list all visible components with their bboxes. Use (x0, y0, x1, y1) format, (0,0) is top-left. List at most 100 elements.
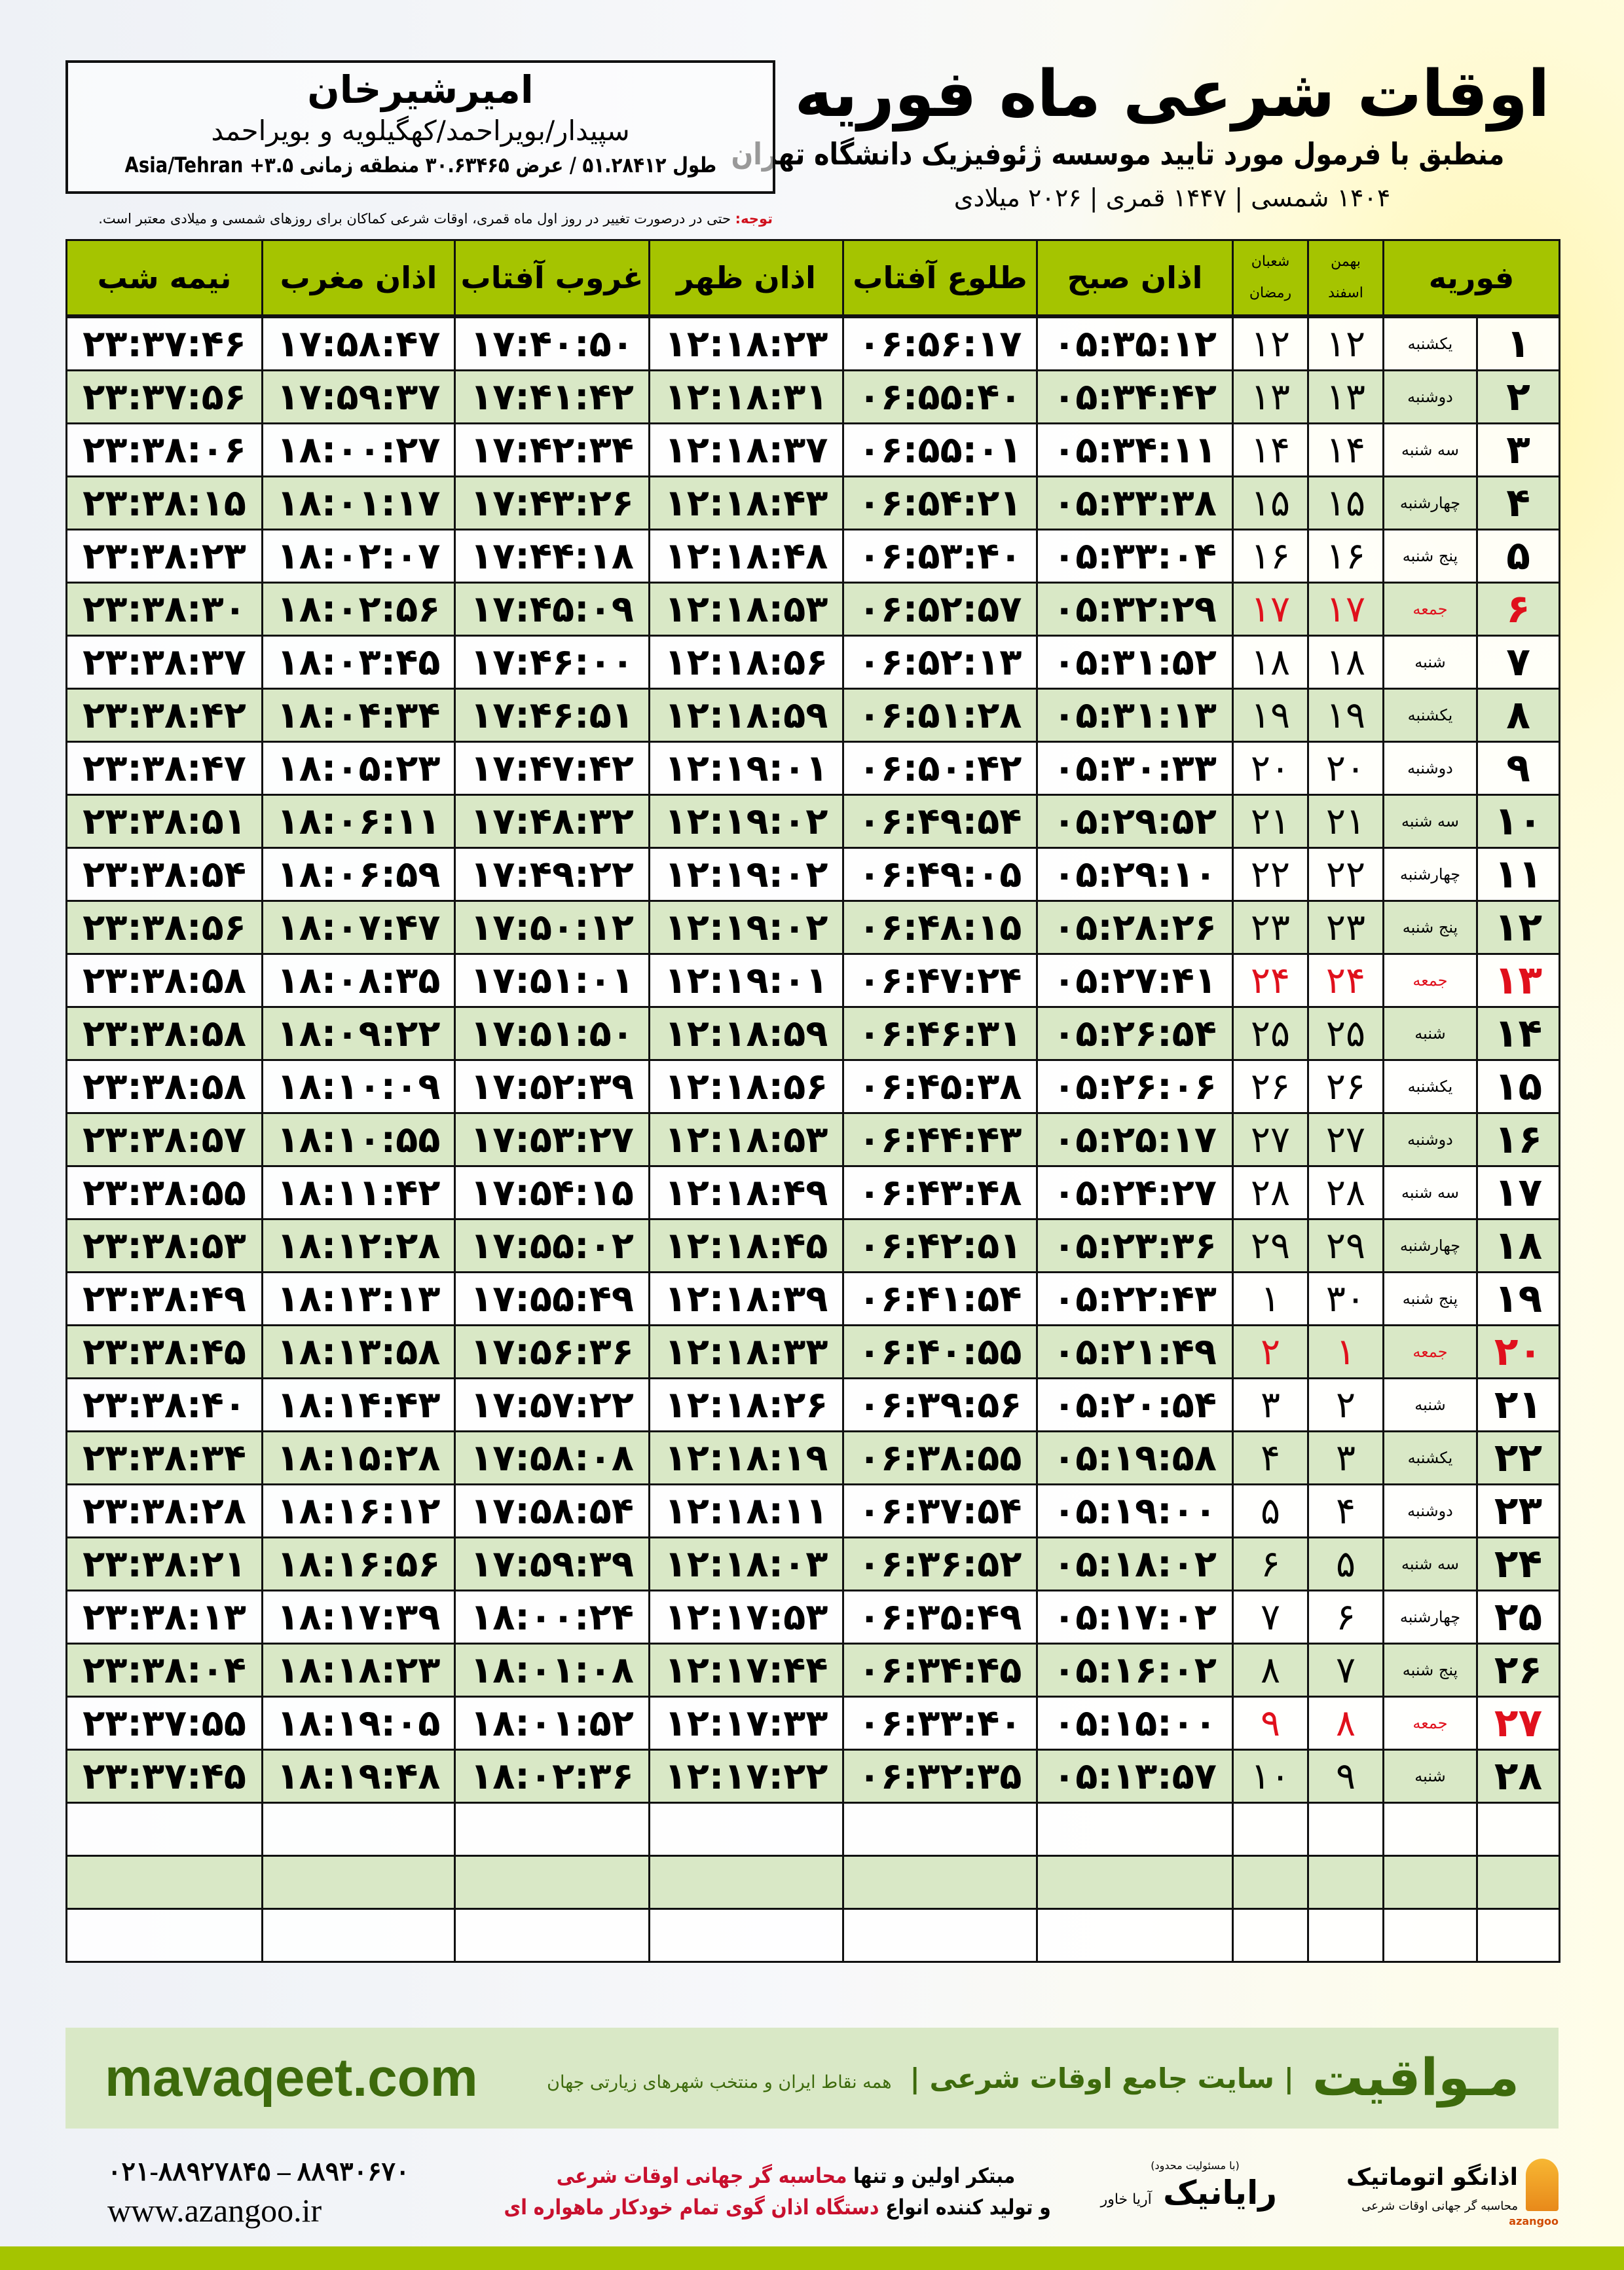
cell-sunrise: ۰۶:۵۲:۱۳ (842, 635, 1038, 690)
cell-sunrise: ۰۶:۵۶:۱۷ (842, 315, 1038, 371)
cell-fajr: ۰۵:۲۷:۴۱ (1036, 953, 1234, 1008)
rayanik-note: (با مسئولیت محدود) (1151, 2159, 1240, 2172)
cell-fajr: ۰۵:۳۳:۰۴ (1036, 529, 1234, 584)
cell-fajr: ۰۵:۲۳:۳۶ (1036, 1218, 1234, 1273)
cell-solar (1307, 1908, 1384, 1963)
cell-solar: ۲۶ (1307, 1059, 1384, 1114)
cell-maghrib: ۱۸:۰۱:۱۷ (261, 475, 456, 530)
page-title: اوقات شرعی ماه فوریه (794, 57, 1550, 132)
cell-midnight: ۲۳:۳۸:۵۶ (65, 900, 263, 955)
cell-lunar: ۲۱ (1232, 794, 1309, 849)
mavaqeet-url[interactable]: mavaqeet.com (105, 2048, 478, 2108)
cell-sunset: ۱۷:۴۳:۲۶ (454, 475, 650, 530)
cell-sunrise: ۰۶:۵۳:۴۰ (842, 529, 1038, 584)
header-solar-months: بهمن اسفند (1307, 239, 1384, 318)
cell-weekday: دوشنبه (1382, 1112, 1478, 1167)
table-row: ۱ یکشنبه ۱۲ ۱۲ ۰۵:۳۵:۱۲ ۰۶:۵۶:۱۷ ۱۲:۱۸:۲۳ ۱۷:۴۰… (65, 315, 1560, 371)
cell-dhuhr: ۱۲:۱۹:۰۲ (648, 900, 844, 955)
mavaqeet-subline: همه نقاط ایران و منتخب شهرهای زیارتی جها… (547, 2072, 892, 2093)
cell-dhuhr: ۱۲:۱۸:۵۶ (648, 1059, 844, 1114)
cell-midnight: ۲۳:۳۸:۱۳ (65, 1590, 263, 1645)
table-header: فوریه بهمن اسفند شعبان رمضان اذان صبح طلوع… (65, 239, 1560, 318)
cell-day: ۲۸ (1476, 1749, 1560, 1804)
cell-weekday (1382, 1855, 1478, 1910)
cell-dhuhr: ۱۲:۱۸:۵۹ (648, 688, 844, 743)
cell-midnight: ۲۳:۳۸:۰۶ (65, 422, 263, 477)
cell-maghrib: ۱۸:۱۵:۲۸ (261, 1430, 456, 1485)
promo-line1-highlight: محاسبه گر جهانی اوقات شرعی (556, 2163, 847, 2188)
table-row: ۵ پنج شنبه ۱۶ ۱۶ ۰۵:۳۳:۰۴ ۰۶:۵۳:۴۰ ۱۲:۱۸:۴۸ ۱۷:… (65, 529, 1560, 584)
cell-sunset: ۱۷:۴۰:۵۰ (454, 315, 650, 371)
header-sunrise: طلوع آفتاب (842, 239, 1038, 318)
cell-sunrise: ۰۶:۳۶:۵۲ (842, 1536, 1038, 1591)
cell-solar: ۵ (1307, 1536, 1384, 1591)
cell-dhuhr: ۱۲:۱۸:۳۳ (648, 1324, 844, 1379)
cell-day: ۴ (1476, 475, 1560, 530)
cell-midnight: ۲۳:۳۷:۵۶ (65, 369, 263, 424)
cell-dhuhr: ۱۲:۱۸:۳۱ (648, 369, 844, 424)
cell-dhuhr: ۱۲:۱۸:۵۳ (648, 1112, 844, 1167)
header-month: فوریه (1382, 239, 1560, 318)
cell-day: ۵ (1476, 529, 1560, 584)
table-row: ۱۸ چهارشنبه ۲۹ ۲۹ ۰۵:۲۳:۳۶ ۰۶:۴۲:۵۱ ۱۲:۱۸:۴۵ ۱۷… (65, 1218, 1560, 1273)
cell-maghrib: ۱۸:۰۶:۵۹ (261, 847, 456, 902)
cell-sunset: ۱۸:۰۲:۳۶ (454, 1749, 650, 1804)
cell-day: ۲۵ (1476, 1590, 1560, 1645)
cell-solar: ۱۵ (1307, 475, 1384, 530)
cell-day: ۱۵ (1476, 1059, 1560, 1114)
azangoo-website[interactable]: www.azangoo.ir (107, 2192, 322, 2229)
cell-sunrise (842, 1802, 1038, 1857)
cell-solar (1307, 1855, 1384, 1910)
cell-lunar: ۲۴ (1232, 953, 1309, 1008)
cell-solar: ۳ (1307, 1430, 1384, 1485)
rayanik-sub: آریا خاور (1100, 2191, 1152, 2208)
cell-lunar: ۷ (1232, 1590, 1309, 1645)
table-row: ۲۶ پنج شنبه ۷ ۸ ۰۵:۱۶:۰۲ ۰۶:۳۴:۴۵ ۱۲:۱۷:۴۴ ۱۸:۰… (65, 1643, 1560, 1698)
cell-sunset (454, 1802, 650, 1857)
cell-dhuhr: ۱۲:۱۸:۴۵ (648, 1218, 844, 1273)
header-lunar-months: شعبان رمضان (1232, 239, 1309, 318)
cell-fajr: ۰۵:۳۴:۴۲ (1036, 369, 1234, 424)
cell-fajr: ۰۵:۱۳:۵۷ (1036, 1749, 1234, 1804)
cell-sunset: ۱۷:۴۲:۳۴ (454, 422, 650, 477)
cell-weekday: پنج شنبه (1382, 1643, 1478, 1698)
cell-midnight: ۲۳:۳۷:۵۵ (65, 1696, 263, 1751)
cell-lunar: ۸ (1232, 1643, 1309, 1698)
promo-line1: مبتکر اولین و تنها (847, 2163, 1016, 2188)
cell-sunset: ۱۷:۵۹:۳۹ (454, 1536, 650, 1591)
cell-midnight (65, 1855, 263, 1910)
cell-lunar: ۱۵ (1232, 475, 1309, 530)
cell-lunar: ۲۲ (1232, 847, 1309, 902)
empty-row (65, 1802, 1560, 1857)
cell-solar: ۲۹ (1307, 1218, 1384, 1273)
cell-sunrise: ۰۶:۴۸:۱۵ (842, 900, 1038, 955)
cell-day: ۱۱ (1476, 847, 1560, 902)
cell-dhuhr: ۱۲:۱۸:۵۹ (648, 1006, 844, 1061)
cell-sunset: ۱۷:۵۰:۱۲ (454, 900, 650, 955)
cell-solar: ۱۳ (1307, 369, 1384, 424)
cell-midnight: ۲۳:۳۸:۵۸ (65, 953, 263, 1008)
azangoo-sub: محاسبه گر جهانی اوقات شرعی (1361, 2199, 1518, 2213)
table-row: ۱۹ پنج شنبه ۳۰ ۱ ۰۵:۲۲:۴۳ ۰۶:۴۱:۵۴ ۱۲:۱۸:۳۹ ۱۷:… (65, 1271, 1560, 1326)
cell-sunset: ۱۷:۴۶:۰۰ (454, 635, 650, 690)
cell-day: ۶ (1476, 582, 1560, 637)
cell-day: ۱۶ (1476, 1112, 1560, 1167)
cell-dhuhr: ۱۲:۱۹:۰۱ (648, 953, 844, 1008)
cell-maghrib: ۱۸:۱۰:۵۵ (261, 1112, 456, 1167)
cell-maghrib: ۱۸:۰۲:۵۶ (261, 582, 456, 637)
cell-solar: ۲۴ (1307, 953, 1384, 1008)
header-lunar-bottom: رمضان (1249, 285, 1292, 301)
cell-lunar (1232, 1802, 1309, 1857)
cell-sunrise: ۰۶:۴۳:۴۸ (842, 1165, 1038, 1220)
cell-sunrise: ۰۶:۴۱:۵۴ (842, 1271, 1038, 1326)
cell-lunar: ۱۳ (1232, 369, 1309, 424)
table-row: ۲۴ سه شنبه ۵ ۶ ۰۵:۱۸:۰۲ ۰۶:۳۶:۵۲ ۱۲:۱۸:۰۳ ۱۷:۵۹… (65, 1536, 1560, 1591)
table-row: ۱۲ پنج شنبه ۲۳ ۲۳ ۰۵:۲۸:۲۶ ۰۶:۴۸:۱۵ ۱۲:۱۹:۰۲ ۱۷… (65, 900, 1560, 955)
cell-weekday: سه شنبه (1382, 422, 1478, 477)
cell-day: ۲۲ (1476, 1430, 1560, 1485)
mavaqeet-logo: مـواقیت (1312, 2049, 1519, 2108)
bottom-bar (0, 2246, 1624, 2270)
table-row: ۲۰ جمعه ۱ ۲ ۰۵:۲۱:۴۹ ۰۶:۴۰:۵۵ ۱۲:۱۸:۳۳ ۱۷:۵۶:۳۶… (65, 1324, 1560, 1379)
cell-dhuhr: ۱۲:۱۸:۱۱ (648, 1483, 844, 1538)
cell-sunrise: ۰۶:۴۷:۲۴ (842, 953, 1038, 1008)
